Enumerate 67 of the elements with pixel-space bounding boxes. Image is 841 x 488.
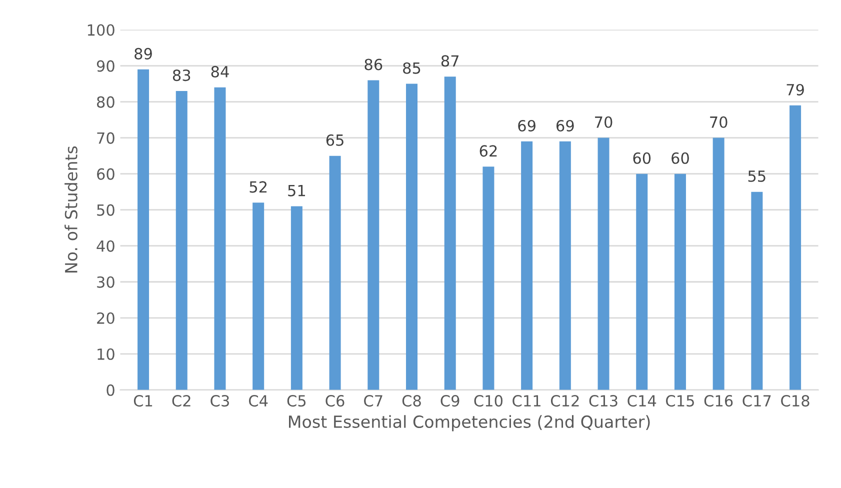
x-tick-label: C3: [210, 395, 229, 407]
data-label: 84: [211, 66, 229, 78]
data-label: 89: [134, 48, 152, 60]
bar: [521, 141, 533, 390]
bar: [406, 84, 418, 390]
data-label: 87: [441, 55, 459, 67]
y-tick-label: 20: [97, 312, 114, 324]
bar: [482, 166, 494, 390]
y-axis-title: No. of Students: [64, 146, 78, 273]
bar: [138, 69, 150, 390]
x-tick-label: C16: [704, 395, 733, 407]
data-label: 52: [250, 181, 267, 193]
data-label: 70: [710, 116, 728, 128]
bar: [176, 90, 188, 390]
y-tick-label: 60: [97, 168, 114, 180]
data-label: 85: [403, 62, 420, 74]
bar: [598, 138, 610, 390]
x-tick-label: C7: [364, 395, 382, 407]
data-label: 62: [480, 145, 497, 157]
x-tick-label: C5: [287, 395, 306, 407]
data-label: 86: [364, 58, 382, 70]
x-tick-label: C15: [666, 395, 694, 407]
y-tick-label: 70: [97, 132, 114, 144]
data-label: 60: [633, 152, 651, 164]
y-tick-label: 50: [97, 204, 114, 216]
bar: [329, 156, 341, 390]
x-axis-title: Most Essential Competencies (2nd Quarter): [288, 415, 650, 432]
data-label: 51: [288, 184, 305, 196]
y-tick-label: 80: [96, 96, 114, 108]
y-tick-label: 40: [96, 240, 114, 252]
x-tick-label: C14: [628, 395, 656, 407]
data-label: 83: [172, 70, 190, 82]
data-label: 55: [748, 170, 766, 182]
bar: [252, 202, 264, 390]
x-tick-label: C8: [402, 395, 421, 407]
y-tick-label: 100: [88, 24, 114, 36]
x-tick-label: C12: [550, 395, 579, 407]
x-tick-label: C1: [134, 395, 152, 407]
bar: [636, 174, 648, 390]
bar: [214, 87, 226, 390]
y-tick-label: 30: [97, 276, 114, 288]
data-label: 69: [556, 120, 574, 132]
data-label: 79: [786, 84, 804, 96]
x-tick-label: C9: [440, 395, 460, 407]
bar: [712, 138, 724, 390]
x-tick-label: C4: [249, 395, 268, 407]
data-label: 60: [672, 152, 689, 164]
x-tick-label: C13: [589, 395, 618, 407]
x-tick-label: C6: [326, 395, 344, 407]
x-tick-label: C2: [172, 395, 190, 407]
data-label: 69: [518, 120, 536, 132]
y-tick-label: 10: [98, 348, 114, 360]
bar: [790, 105, 802, 390]
bar: [559, 141, 571, 390]
data-label: 70: [595, 116, 612, 128]
x-tick-label: C10: [474, 395, 502, 407]
y-tick-label: 0: [106, 384, 114, 396]
y-tick-label: 90: [96, 60, 114, 72]
bar: [368, 80, 380, 390]
bar: [674, 174, 686, 390]
bar: [751, 192, 763, 390]
bar: [290, 206, 302, 390]
x-tick-label: C17: [742, 395, 771, 407]
bar: [444, 76, 456, 390]
x-tick-label: C18: [781, 395, 810, 407]
data-label: 65: [326, 134, 344, 146]
x-tick-label: C11: [512, 395, 540, 407]
